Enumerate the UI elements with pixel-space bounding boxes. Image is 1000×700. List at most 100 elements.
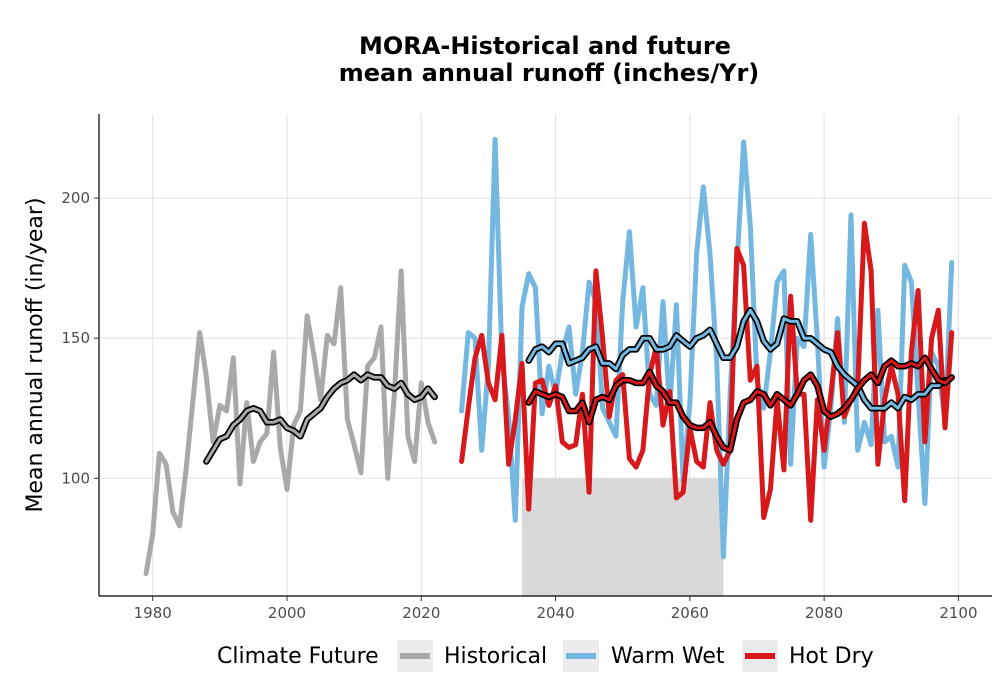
point-hot-dry-2048: [607, 414, 612, 419]
point-hot-dry-2083: [842, 414, 847, 419]
point-hot-dry-2064: [714, 448, 719, 453]
point-hot-dry-2056: [661, 423, 665, 428]
x-tick-label-2100: 2100: [939, 604, 977, 622]
point-warm-wet-2093: [909, 280, 914, 285]
point-warm-wet-2029: [479, 448, 484, 453]
point-warm-wet-2086: [862, 420, 867, 425]
point-warm-wet-2028: [473, 336, 477, 341]
moving-avg-line-warm-wet: [527, 308, 947, 410]
point-historical-2016: [392, 392, 397, 397]
y-axis-label: Mean annual runoff (in/year): [23, 197, 48, 512]
point-historical-2020: [419, 381, 424, 386]
point-warm-wet-2064: [714, 358, 719, 363]
point-hot-dry-2034: [513, 417, 518, 422]
point-hot-dry-2040: [553, 383, 558, 388]
point-historical-2018: [405, 434, 410, 439]
point-warm-wet-2078: [808, 232, 813, 237]
point-hot-dry-2071: [761, 515, 766, 520]
point-hot-dry-2028: [473, 355, 477, 360]
point-historical-2000: [285, 487, 289, 492]
point-warm-wet-2050: [620, 299, 625, 304]
point-hot-dry-2046: [593, 268, 598, 273]
point-hot-dry-2029: [479, 333, 484, 338]
point-warm-wet-2058: [674, 302, 679, 307]
point-warm-wet-2047: [600, 406, 605, 411]
point-warm-wet-2056: [661, 299, 665, 304]
point-historical-1991: [224, 409, 229, 414]
point-warm-wet-2075: [788, 462, 793, 467]
point-hot-dry-2036: [526, 507, 531, 512]
point-hot-dry-2057: [667, 389, 672, 394]
point-historical-1994: [244, 400, 249, 405]
x-tick-label-2060: 2060: [671, 604, 709, 622]
point-warm-wet-2090: [889, 434, 894, 439]
point-hot-dry-2065: [721, 462, 726, 467]
point-hot-dry-2092: [902, 498, 907, 503]
point-warm-wet-2068: [741, 140, 746, 145]
point-historical-2002: [298, 409, 303, 414]
point-warm-wet-2089: [882, 439, 887, 444]
point-warm-wet-2077: [802, 344, 806, 349]
point-warm-wet-2031: [493, 137, 498, 142]
point-hot-dry-2096: [929, 336, 934, 341]
y-tick-label-150: 150: [61, 329, 90, 347]
point-hot-dry-2095: [922, 439, 927, 444]
point-warm-wet-2027: [466, 330, 471, 335]
point-warm-wet-2048: [607, 420, 612, 425]
point-hot-dry-2062: [701, 465, 706, 470]
point-historical-2021: [426, 420, 430, 425]
point-hot-dry-2059: [681, 490, 686, 495]
x-tick-label-2040: 2040: [536, 604, 574, 622]
point-historical-2022: [432, 439, 437, 444]
point-hot-dry-2041: [560, 439, 565, 444]
point-historical-2006: [325, 333, 330, 338]
point-historical-2003: [305, 313, 310, 318]
point-hot-dry-2063: [708, 400, 712, 405]
point-historical-2015: [385, 476, 390, 481]
point-historical-1997: [264, 431, 269, 436]
point-hot-dry-2087: [869, 268, 874, 273]
point-hot-dry-2031: [493, 397, 498, 402]
point-hot-dry-2032: [499, 333, 504, 338]
point-warm-wet-2039: [546, 364, 551, 369]
point-warm-wet-2049: [614, 434, 618, 439]
tick-labels: 1980 2000 2020 2040 2060 2080 2100 100 150 200: [61, 189, 977, 622]
point-historical-1998: [271, 350, 276, 355]
point-warm-wet-2042: [567, 324, 571, 329]
point-warm-wet-2073: [775, 280, 780, 285]
point-warm-wet-2053: [640, 285, 645, 290]
point-historical-1993: [238, 481, 242, 486]
point-hot-dry-2061: [694, 459, 699, 464]
point-hot-dry-2045: [587, 490, 592, 495]
point-hot-dry-2037: [533, 381, 538, 386]
point-warm-wet-2043: [573, 392, 578, 397]
point-historical-1988: [204, 375, 209, 380]
point-warm-wet-2034: [513, 518, 518, 523]
point-historical-2019: [412, 459, 417, 464]
point-historical-2010: [352, 442, 357, 447]
point-historical-1982: [164, 462, 169, 467]
point-warm-wet-2085: [855, 448, 860, 453]
point-warm-wet-2084: [849, 212, 853, 217]
point-hot-dry-2067: [734, 246, 739, 251]
point-hot-dry-2033: [506, 462, 511, 467]
point-hot-dry-2082: [835, 330, 840, 335]
series-lines: [143, 136, 955, 577]
point-historical-2004: [311, 353, 316, 357]
point-warm-wet-2095: [922, 501, 927, 506]
point-hot-dry-2072: [768, 487, 773, 492]
legend-label-hot-dry: Hot Dry: [789, 644, 874, 669]
point-historical-1981: [157, 451, 162, 456]
legend-item-warm-wet: Warm Wet: [563, 640, 725, 672]
point-hot-dry-2042: [567, 445, 571, 450]
point-hot-dry-2097: [936, 308, 941, 313]
point-hot-dry-2086: [862, 221, 867, 226]
point-warm-wet-2036: [526, 271, 531, 276]
point-hot-dry-2038: [540, 378, 545, 383]
chart-title-line-2: mean annual runoff (inches/Yr): [339, 59, 760, 87]
y-tick-label-100: 100: [61, 469, 90, 487]
point-hot-dry-2039: [546, 403, 551, 408]
point-hot-dry-2068: [741, 263, 746, 268]
point-warm-wet-2060: [687, 400, 692, 405]
point-hot-dry-2081: [828, 392, 833, 397]
